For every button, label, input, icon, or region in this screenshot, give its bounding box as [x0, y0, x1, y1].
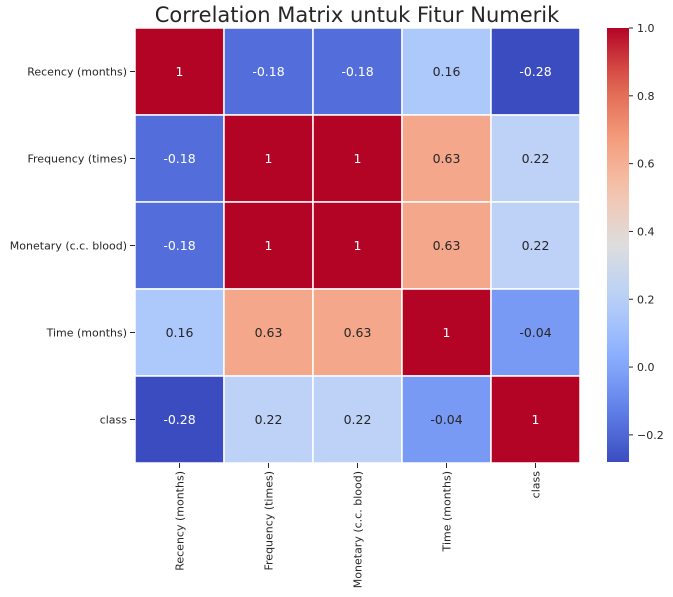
row-tick-label: Recency (months) [27, 66, 127, 79]
heatmap-cell-value: 0.63 [255, 325, 283, 340]
heatmap-cell-value: 0.63 [433, 151, 461, 166]
heatmap-cell [312, 114, 403, 203]
heatmap-cell-value: -0.18 [252, 64, 284, 79]
heatmap-cell-value: 0.63 [344, 325, 372, 340]
heatmap-cell-value: 0.22 [522, 238, 550, 253]
heatmap-cell-value: 0.22 [255, 412, 283, 427]
column-tick-label: Monetary (c.c. blood) [352, 471, 365, 588]
colorbar-tick-label: 0.6 [637, 158, 655, 171]
heatmap-cell-value: -0.18 [341, 64, 373, 79]
colorbar-tick-label: −0.2 [637, 429, 664, 442]
heatmap-cell [401, 201, 492, 290]
heatmap-cell-value: 1 [532, 412, 540, 427]
colorbar-tick-label: 1.0 [637, 22, 655, 35]
colorbar-tick-label: 0.4 [637, 225, 655, 238]
heatmap-cells [134, 27, 581, 464]
column-tick-label: class [530, 471, 543, 499]
chart-title: Correlation Matrix untuk Fitur Numerik [155, 3, 560, 27]
heatmap-cell-value: 1 [443, 325, 451, 340]
heatmap-cell [223, 27, 314, 116]
heatmap-cell-value: -0.04 [519, 325, 551, 340]
heatmap-cell-value: -0.04 [430, 412, 462, 427]
heatmap-cell [490, 288, 581, 377]
heatmap-cell [223, 201, 314, 290]
heatmap-cell [134, 375, 225, 464]
row-tick-label: Time (months) [46, 327, 127, 340]
column-tick-labels: Recency (months) Frequency (times) Monetar… [174, 463, 543, 588]
heatmap-cell-value: 0.22 [522, 151, 550, 166]
row-tick-labels: Recency (months) Frequency (times) Monetar… [10, 66, 135, 427]
heatmap-cell [312, 27, 403, 116]
heatmap-cell-value: 1 [265, 238, 273, 253]
heatmap-cell [490, 114, 581, 203]
heatmap-cell-value: -0.18 [163, 238, 195, 253]
column-tick-label: Time (months) [441, 471, 454, 552]
heatmap-cell-value: 1 [354, 151, 362, 166]
column-tick-label: Frequency (times) [263, 471, 276, 571]
row-tick-label: class [100, 414, 128, 427]
heatmap-cell-value: 1 [354, 238, 362, 253]
heatmap-cell-value: 1 [265, 151, 273, 166]
heatmap-cell-labels: 1 -0.18 -0.18 0.16 -0.28 -0.18 1 1 0.63 0.22 -0.18… [163, 64, 551, 427]
heatmap-cell-value: 1 [176, 64, 184, 79]
heatmap-cell [223, 375, 314, 464]
colorbar-tick-label: 0.2 [637, 293, 655, 306]
heatmap-cell [312, 375, 403, 464]
heatmap-cell [312, 288, 403, 377]
heatmap-cell [490, 375, 581, 464]
heatmap-cell-value: 0.16 [166, 325, 194, 340]
heatmap-cell [401, 288, 492, 377]
colorbar-gradient [607, 28, 629, 462]
column-tick-label: Recency (months) [174, 471, 187, 571]
colorbar-tick-label: 0.0 [637, 361, 655, 374]
heatmap-cell-value: 0.16 [433, 64, 461, 79]
row-tick-label: Monetary (c.c. blood) [10, 240, 127, 253]
row-tick-label: Frequency (times) [28, 153, 128, 166]
colorbar: −0.2 0.0 0.2 0.4 0.6 0.8 1.0 [607, 22, 664, 462]
heatmap-cell [223, 288, 314, 377]
colorbar-tick-label: 0.8 [637, 90, 655, 103]
heatmap-cell-value: 0.22 [344, 412, 372, 427]
heatmap-cell [134, 27, 225, 116]
heatmap-cell-value: -0.18 [163, 151, 195, 166]
heatmap-cell-value: 0.63 [433, 238, 461, 253]
heatmap-cell-value: -0.28 [163, 412, 195, 427]
heatmap-cell-value: -0.28 [519, 64, 551, 79]
